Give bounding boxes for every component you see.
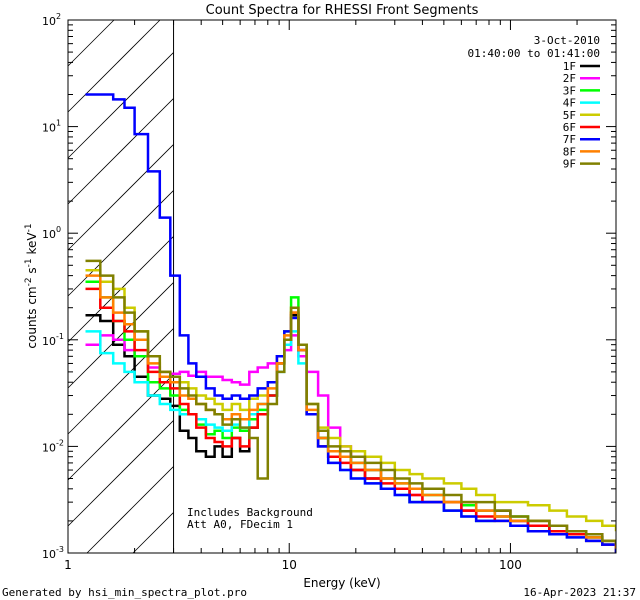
shaded-region <box>67 19 175 554</box>
series-7F <box>85 93 616 553</box>
legend-label-1F: 1F <box>563 60 576 73</box>
y-tick-label: 10 <box>42 228 56 241</box>
series-6F <box>85 287 616 553</box>
legend-label-4F: 4F <box>563 97 576 110</box>
legend-label-2F: 2F <box>563 72 576 85</box>
x-axis-label: Energy (keV) <box>303 576 380 590</box>
y-tick-exponent: 2 <box>56 12 61 21</box>
hatch-line-12 <box>132 512 174 554</box>
y-axis-label: counts cm-2 s-1 keV-1 <box>24 223 39 348</box>
hatch-line-1 <box>67 19 161 113</box>
series-1F <box>85 313 616 553</box>
hatch-line-0 <box>67 19 115 67</box>
y-tick-label: 10 <box>42 335 56 348</box>
time-range-label: 01:40:00 to 01:41:00 <box>468 47 600 60</box>
hatch-line-5 <box>67 190 174 297</box>
hatch-line-7 <box>67 282 174 389</box>
annotation-attenuator: Att A0, FDecim 1 <box>187 518 293 531</box>
footer-generated: Generated by hsi_min_spectra_plot.pro <box>2 586 247 599</box>
chart-title: Count Spectra for RHESSI Front Segments <box>206 3 479 18</box>
series-5F <box>85 268 616 532</box>
y-tick-exponent: -3 <box>56 545 64 554</box>
annotation-background: Includes Background <box>187 506 313 519</box>
hatch-line-3 <box>67 98 174 205</box>
legend-label-6F: 6F <box>563 121 576 134</box>
x-tick-label: 100 <box>499 558 522 572</box>
legend-label-7F: 7F <box>563 133 576 146</box>
series-layer <box>85 93 616 553</box>
date-label: 3-Oct-2010 <box>534 34 600 47</box>
y-tick-label: 10 <box>42 441 56 454</box>
y-tick-exponent: 1 <box>56 119 61 128</box>
hatch-line-8 <box>67 328 174 435</box>
hatch-line-9 <box>67 374 174 481</box>
legend-label-3F: 3F <box>563 84 576 97</box>
footer-timestamp: 16-Apr-2023 21:37 <box>523 586 636 599</box>
legend-label-5F: 5F <box>563 109 576 122</box>
series-3F <box>85 280 616 549</box>
y-tick-exponent: -2 <box>56 438 64 447</box>
y-tick-label: 10 <box>42 15 56 28</box>
legend-label-9F: 9F <box>563 158 576 171</box>
y-tick-label: 10 <box>42 122 56 135</box>
legend-label-8F: 8F <box>563 145 576 158</box>
y-tick-label: 10 <box>42 548 56 561</box>
hatch-line-2 <box>67 52 174 159</box>
series-9F <box>85 259 616 545</box>
x-tick-label: 1 <box>64 558 72 572</box>
hatch-line-11 <box>86 466 174 554</box>
x-tick-label: 10 <box>282 558 297 572</box>
hatch-line-10 <box>67 420 174 527</box>
series-2F <box>85 334 616 545</box>
hatch-line-4 <box>67 144 174 251</box>
y-tick-exponent: 0 <box>56 225 61 234</box>
y-tick-exponent: -1 <box>56 332 64 341</box>
plot-frame <box>67 19 617 554</box>
series-8F <box>85 274 616 549</box>
